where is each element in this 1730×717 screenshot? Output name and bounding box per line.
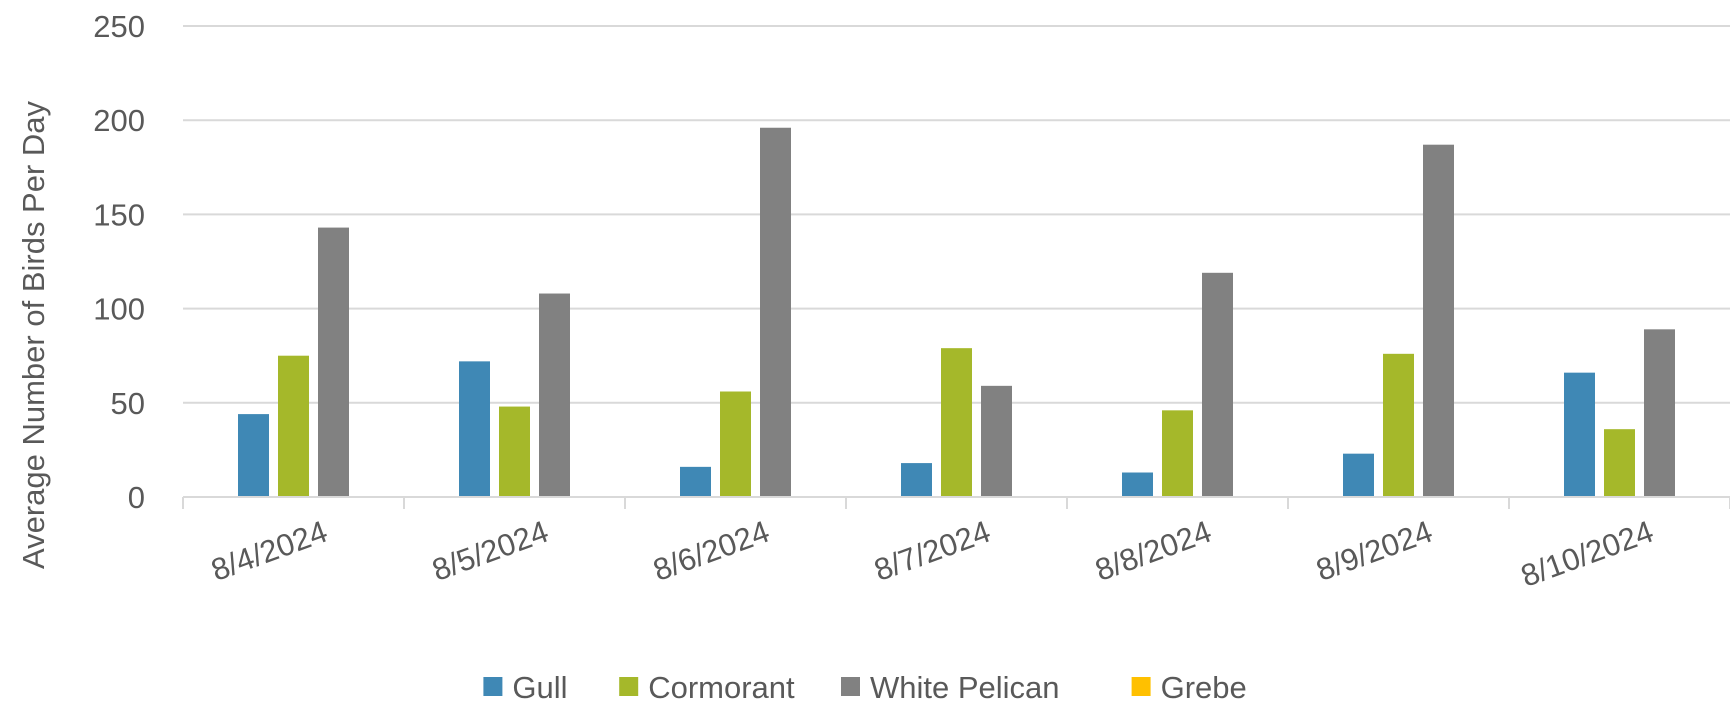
bar-cormorant: [1383, 353, 1414, 497]
bar-cormorant: [941, 348, 972, 497]
bar-white-pelican: [1202, 272, 1233, 497]
bar-white-pelican: [760, 127, 791, 498]
bar-gull: [1122, 472, 1153, 497]
legend-swatch: [619, 677, 639, 696]
bar-white-pelican: [318, 227, 349, 497]
bars: [238, 127, 1675, 498]
gridlines: [183, 25, 1730, 404]
legend-swatch: [841, 677, 860, 696]
legend-label: Cormorant: [648, 670, 795, 705]
legend-label: Grebe: [1161, 670, 1247, 705]
y-tick-label: 50: [111, 386, 145, 421]
bar-gull: [901, 463, 932, 497]
y-tick-label: 0: [128, 480, 145, 515]
bar-cormorant: [1604, 429, 1635, 497]
bar-cormorant: [499, 406, 530, 497]
x-tick-label: 8/5/2024: [428, 514, 553, 588]
bar-white-pelican: [981, 385, 1012, 497]
x-tick-label: 8/9/2024: [1312, 514, 1437, 588]
legend-swatch: [1131, 677, 1151, 696]
x-tick-label: 8/8/2024: [1091, 514, 1216, 588]
bar-gull: [459, 361, 490, 497]
x-tick-label: 8/10/2024: [1516, 514, 1658, 594]
y-tick-label: 100: [93, 292, 145, 327]
bar-cormorant: [1162, 410, 1193, 497]
x-tick-label: 8/4/2024: [207, 514, 332, 588]
bar-gull: [1564, 372, 1595, 497]
legend: Gull Cormorant White Pelican Grebe: [483, 670, 1247, 705]
y-tick-labels: 0 50 100 150 200 250: [93, 9, 145, 515]
axes: [182, 496, 1730, 509]
x-tick-label: 8/7/2024: [870, 514, 995, 588]
bar-gull: [1343, 453, 1374, 497]
x-tick-labels: 8/4/2024 8/5/2024 8/6/2024 8/7/2024 8/8/2024…: [207, 514, 1658, 594]
legend-label: White Pelican: [870, 670, 1060, 705]
y-tick-label: 250: [93, 9, 145, 44]
y-axis-label: Average Number of Birds Per Day: [16, 100, 51, 569]
legend-swatch: [483, 677, 503, 696]
bar-white-pelican: [539, 293, 570, 497]
bar-white-pelican: [1423, 144, 1454, 497]
bar-white-pelican: [1644, 329, 1675, 497]
bar-cormorant: [278, 355, 309, 497]
y-tick-label: 200: [93, 103, 145, 138]
legend-label: Gull: [512, 670, 567, 705]
x-tick-label: 8/6/2024: [649, 514, 774, 588]
bar-cormorant: [720, 391, 751, 497]
y-tick-label: 150: [93, 197, 145, 232]
bar-gull: [680, 466, 711, 497]
bar-gull: [238, 414, 269, 497]
